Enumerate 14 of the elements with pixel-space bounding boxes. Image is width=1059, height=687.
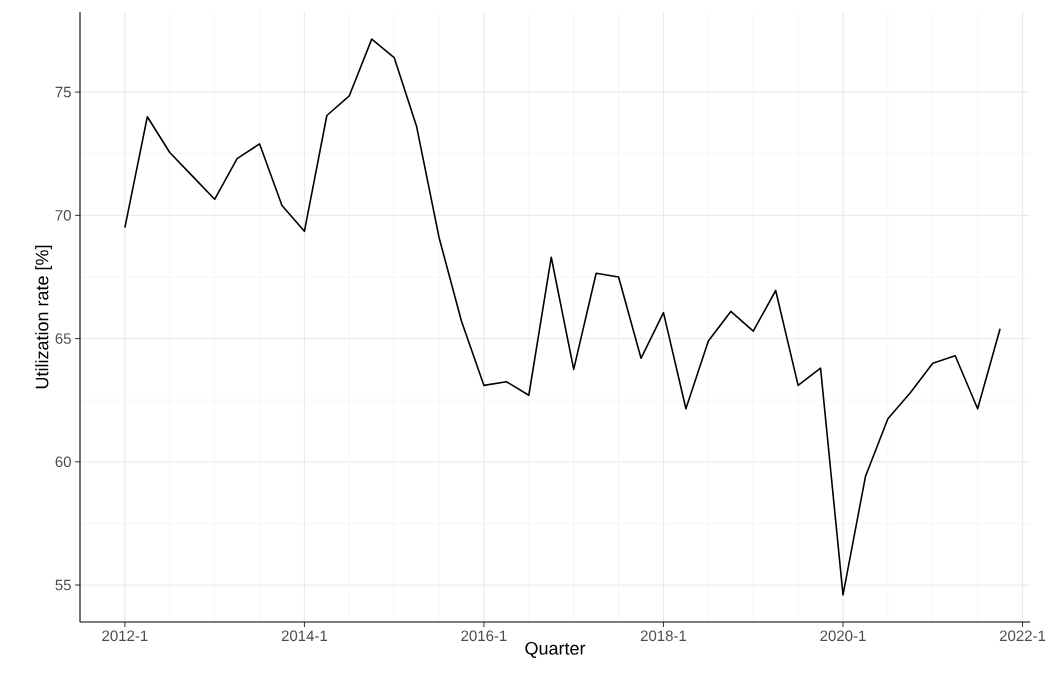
y-tick-label: 60 <box>55 456 71 468</box>
x-tick-label: 2022-1 <box>999 630 1046 642</box>
y-tick-label: 55 <box>55 579 71 591</box>
y-tick-label: 70 <box>55 210 71 221</box>
x-axis-title: Quarter <box>525 641 586 658</box>
x-tick-label: 2018-1 <box>640 630 687 642</box>
y-tick-label: 75 <box>55 86 71 98</box>
line-series <box>124 38 1001 596</box>
y-tick-label: 65 <box>55 333 71 344</box>
x-tick-label: 2014-1 <box>281 630 328 642</box>
x-tick-label: 2020-1 <box>820 630 866 642</box>
y-axis-title: Utilization rate [%] <box>35 245 52 389</box>
x-tick-label: 2016-1 <box>461 630 507 642</box>
x-tick-label: 2012-1 <box>102 630 148 642</box>
